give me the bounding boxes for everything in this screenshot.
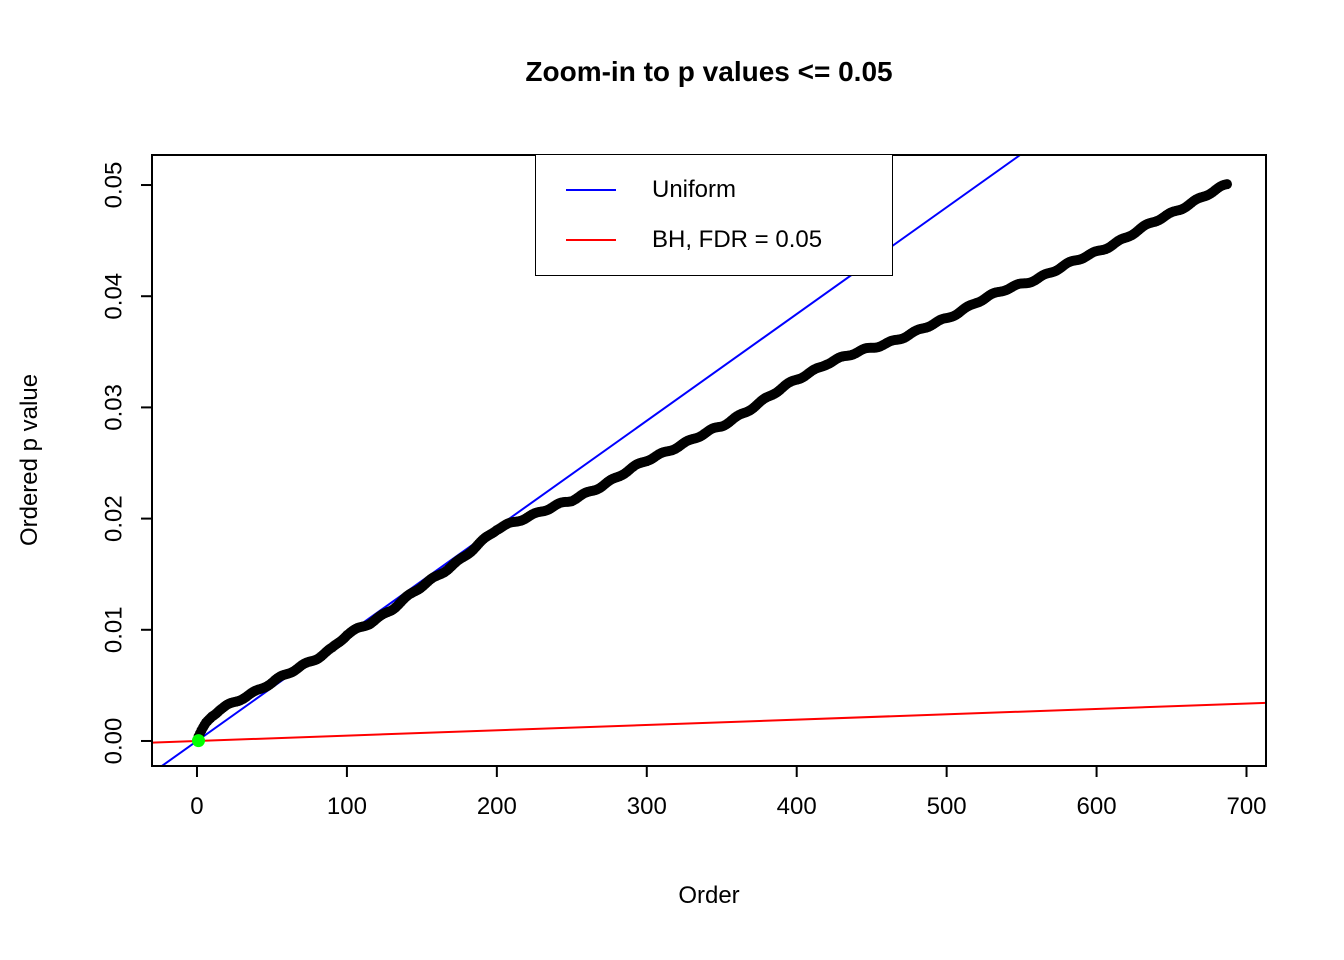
chart-title: Zoom-in to p values <= 0.05 bbox=[525, 56, 893, 87]
legend-label-uniform: Uniform bbox=[652, 176, 737, 204]
svg-text:500: 500 bbox=[927, 793, 967, 820]
svg-text:0.04: 0.04 bbox=[101, 273, 128, 320]
legend-label-bh: BH, FDR = 0.05 bbox=[652, 225, 823, 253]
svg-text:0.05: 0.05 bbox=[101, 162, 128, 209]
legend: Uniform BH, FDR = 0.05 bbox=[535, 154, 893, 276]
bh-line-swatch-icon bbox=[566, 238, 616, 241]
svg-text:600: 600 bbox=[1077, 793, 1117, 820]
svg-text:100: 100 bbox=[327, 793, 367, 820]
svg-text:0.01: 0.01 bbox=[101, 606, 128, 653]
svg-text:0: 0 bbox=[190, 793, 203, 820]
svg-text:400: 400 bbox=[777, 793, 817, 820]
svg-text:0.03: 0.03 bbox=[101, 384, 128, 431]
svg-text:200: 200 bbox=[477, 793, 517, 820]
x-axis-label: Order bbox=[678, 882, 740, 909]
svg-text:700: 700 bbox=[1226, 793, 1266, 820]
legend-entry-uniform: Uniform bbox=[566, 176, 892, 204]
uniform-line-swatch-icon bbox=[566, 189, 616, 192]
svg-text:300: 300 bbox=[627, 793, 667, 820]
y-axis-label: Ordered p value bbox=[16, 373, 43, 547]
svg-text:0.02: 0.02 bbox=[101, 495, 128, 542]
legend-entry-bh: BH, FDR = 0.05 bbox=[566, 226, 892, 254]
svg-text:0.00: 0.00 bbox=[101, 718, 128, 765]
